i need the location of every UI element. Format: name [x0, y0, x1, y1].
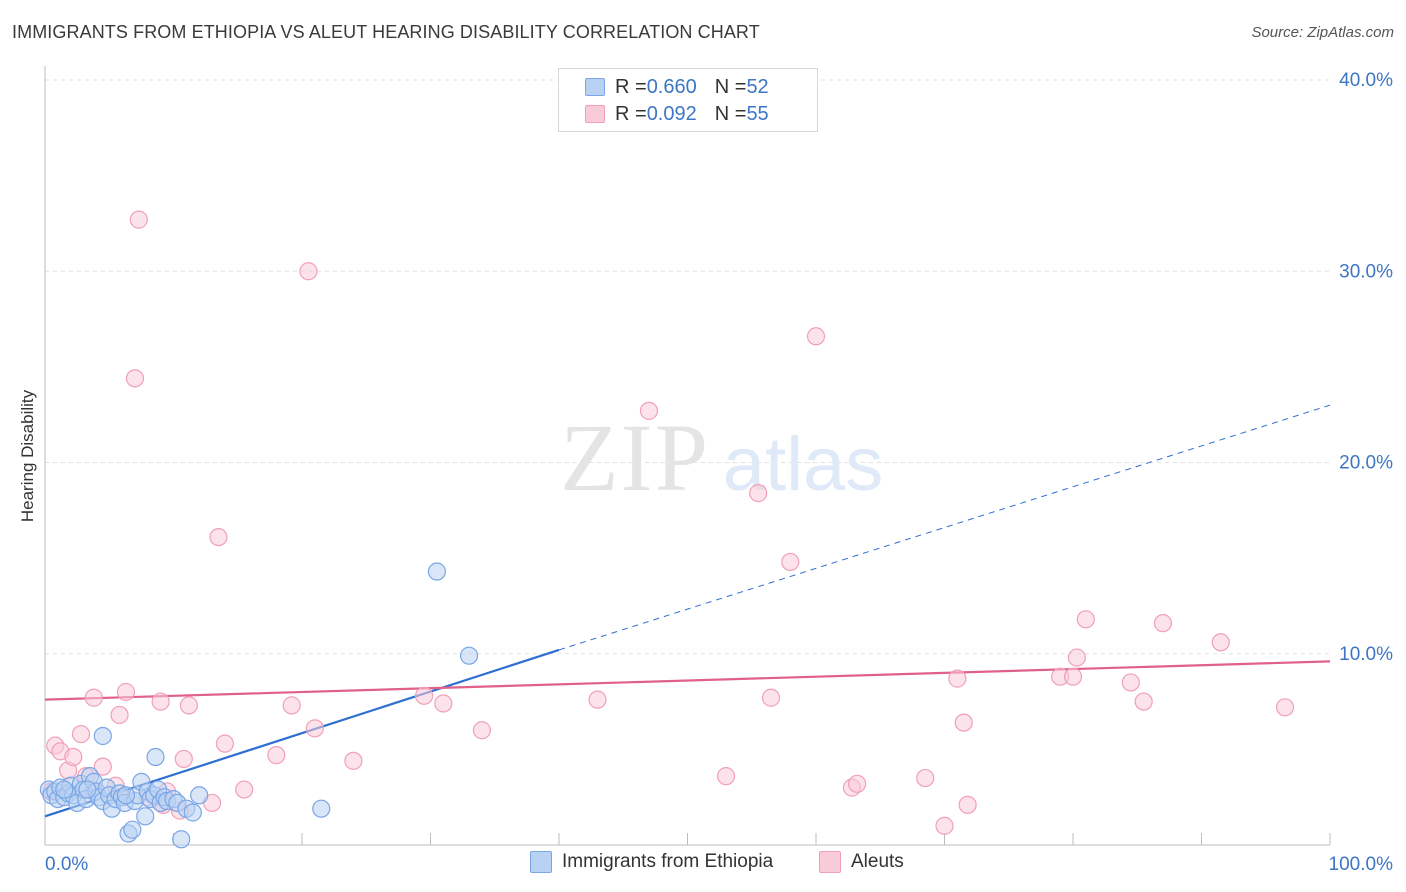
point-ethiopia: [123, 820, 142, 839]
axes: [44, 66, 1331, 846]
point-aleuts: [71, 724, 91, 744]
point-aleuts: [1067, 648, 1086, 667]
point-ethiopia: [427, 562, 447, 581]
point-aleuts: [1275, 698, 1295, 717]
point-ethiopia: [93, 726, 112, 746]
legend-n-value: 52: [746, 75, 769, 98]
bottom-legend-swatch-ethiopia: [530, 851, 552, 873]
legend-n-label: N =: [714, 102, 747, 125]
watermark: ZIP atlas: [560, 404, 883, 511]
point-aleuts: [935, 816, 954, 835]
legend-row-ethiopia: R = 0.660 N = 52: [585, 74, 769, 100]
point-aleuts: [848, 774, 867, 793]
point-aleuts: [267, 746, 286, 765]
bottom-legend-ethiopia: Immigrants from Ethiopia: [530, 851, 773, 873]
point-aleuts: [414, 686, 434, 705]
point-aleuts: [806, 327, 826, 346]
y-tick-label: 20.0%: [1339, 453, 1393, 474]
legend-swatch-aleuts: [585, 105, 605, 123]
bottom-legend-swatch-aleuts: [819, 851, 841, 873]
y-tick-label: 30.0%: [1339, 261, 1393, 282]
point-aleuts: [209, 527, 228, 547]
y-tick-label: 40.0%: [1339, 70, 1393, 91]
point-aleuts: [110, 705, 129, 725]
legend-row-aleuts: R = 0.092 N = 55: [585, 101, 769, 127]
point-aleuts: [749, 484, 768, 503]
point-ethiopia: [116, 786, 136, 805]
point-ethiopia: [78, 780, 97, 799]
bottom-legend-aleuts: Aleuts: [819, 851, 904, 873]
point-aleuts: [916, 768, 935, 788]
point-aleuts: [1063, 667, 1083, 686]
point-ethiopia: [190, 786, 209, 805]
trend-line-aleuts: [44, 660, 1331, 701]
point-aleuts: [174, 749, 193, 769]
point-aleuts: [64, 747, 83, 767]
legend-n-value: 55: [746, 102, 769, 125]
x-tick-label: 0.0%: [45, 854, 88, 875]
point-ethiopia: [459, 646, 479, 665]
bottom-legend-label-ethiopia: Immigrants from Ethiopia: [562, 851, 774, 872]
legend: R = 0.660 N = 52 R = 0.092 N = 55: [558, 68, 818, 132]
point-aleuts: [639, 401, 659, 420]
legend-r-label: R =: [615, 102, 647, 125]
legend-n-label: N =: [714, 75, 747, 98]
point-aleuts: [215, 734, 234, 753]
point-aleuts: [129, 210, 148, 229]
watermark-zip: ZIP: [560, 404, 710, 511]
point-aleuts: [761, 688, 781, 707]
point-aleuts: [299, 262, 318, 281]
point-ethiopia: [55, 780, 74, 799]
point-aleuts: [588, 690, 607, 709]
source-credit: Source: ZipAtlas.com: [1251, 24, 1394, 41]
chart-title: IMMIGRANTS FROM ETHIOPIA VS ALEUT HEARIN…: [12, 22, 760, 42]
point-aleuts: [948, 669, 967, 688]
point-aleuts: [781, 552, 800, 572]
legend-swatch-ethiopia: [585, 78, 605, 96]
point-ethiopia: [146, 747, 165, 767]
point-aleuts: [282, 696, 301, 715]
point-aleuts: [1153, 614, 1173, 633]
legend-r-value: 0.092: [646, 102, 697, 125]
legend-r-label: R =: [615, 75, 647, 98]
point-aleuts: [151, 692, 170, 711]
point-ethiopia: [183, 803, 202, 822]
point-aleuts: [954, 713, 973, 732]
data-points: [39, 210, 1295, 849]
point-ethiopia: [312, 799, 331, 818]
point-aleuts: [125, 369, 145, 388]
point-aleuts: [1211, 633, 1230, 652]
x-tick-label: 100.0%: [1329, 854, 1394, 875]
point-aleuts: [716, 767, 736, 786]
point-aleuts: [1134, 692, 1153, 711]
tick-labels: 10.0% 20.0% 30.0% 40.0% 0.0% 100.0%: [45, 70, 1393, 875]
point-aleuts: [1121, 673, 1140, 692]
point-aleuts: [434, 694, 453, 713]
point-ethiopia: [172, 830, 191, 849]
point-aleuts: [116, 682, 136, 702]
point-aleuts: [179, 696, 199, 715]
y-tick-label: 10.0%: [1339, 644, 1393, 665]
point-aleuts: [344, 751, 363, 770]
trend-line-ethiopia-extension: [558, 404, 1331, 651]
point-ethiopia: [136, 807, 155, 826]
bottom-legend-label-aleuts: Aleuts: [851, 851, 904, 872]
watermark-atlas: atlas: [723, 422, 884, 507]
point-aleuts: [958, 795, 977, 814]
point-aleuts: [305, 719, 324, 738]
point-aleuts: [93, 757, 112, 776]
point-aleuts: [472, 721, 491, 740]
point-aleuts: [1076, 610, 1095, 629]
gridlines: [45, 79, 1330, 655]
legend-r-value: 0.660: [646, 75, 697, 98]
point-aleuts: [235, 780, 254, 799]
point-aleuts: [84, 688, 103, 707]
